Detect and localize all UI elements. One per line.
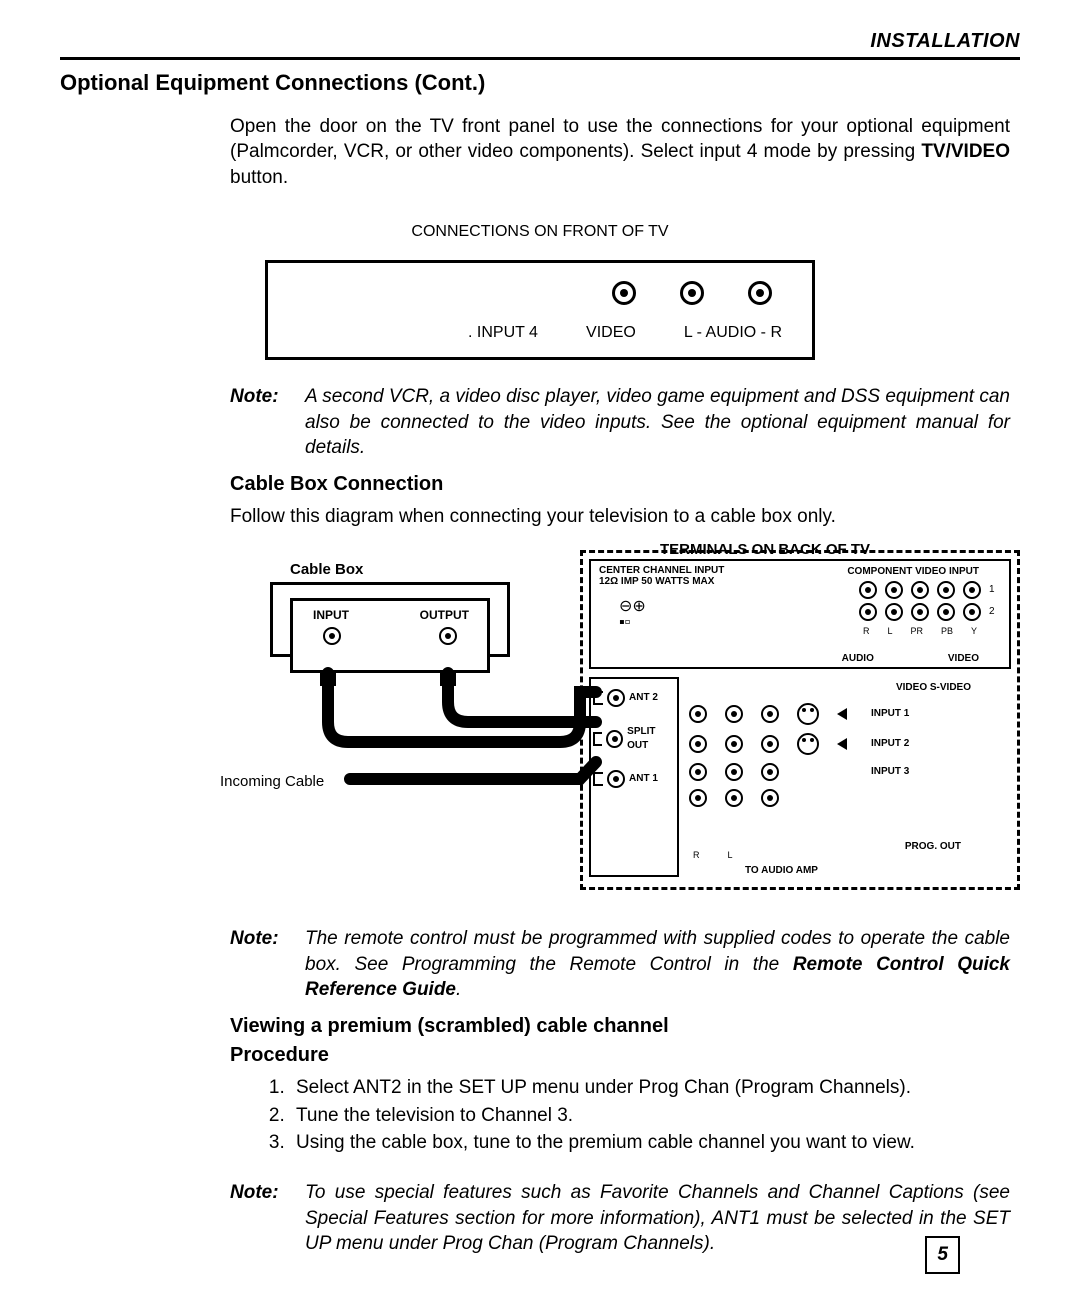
procedure-step: Tune the television to Channel 3.	[290, 1103, 1020, 1129]
jack-audio-l-icon	[680, 281, 704, 305]
svideo-jack-icon	[797, 703, 819, 725]
jack-icon	[689, 789, 707, 807]
jack-icon	[725, 763, 743, 781]
jack-icon	[761, 789, 779, 807]
front-label-audio: L - AUDIO - R	[684, 322, 782, 344]
jack-icon	[963, 603, 981, 621]
note-text: The remote control must be programmed wi…	[305, 926, 1010, 1003]
cablebox-input-label: INPUT	[313, 607, 349, 623]
ant1-jack-icon	[607, 770, 625, 788]
jack-icon	[963, 581, 981, 599]
to-audio-amp-label: TO AUDIO AMP	[745, 864, 818, 878]
jack-icon	[725, 705, 743, 723]
cablebox-heading: Cable Box Connection	[230, 471, 1020, 498]
cablebox-output-jack-icon	[439, 627, 457, 645]
arrow-left-icon	[837, 738, 847, 750]
arrow-left-icon	[837, 708, 847, 720]
prog-out-label: PROG. OUT	[905, 840, 961, 854]
back-panel: CENTER CHANNEL INPUT 12Ω IMP 50 WATTS MA…	[580, 550, 1020, 890]
procedure-step: Select ANT2 in the SET UP menu under Pro…	[290, 1075, 1020, 1101]
jack-icon	[885, 603, 903, 621]
jack-video-icon	[612, 281, 636, 305]
video-label: VIDEO	[948, 652, 979, 666]
input3-label: INPUT 3	[871, 765, 909, 779]
input1-label: INPUT 1	[871, 707, 909, 721]
note-text: A second VCR, a video disc player, video…	[305, 384, 1010, 461]
jack-icon	[761, 705, 779, 723]
jack-audio-r-icon	[748, 281, 772, 305]
jack-icon	[689, 705, 707, 723]
note-1: Note: A second VCR, a video disc player,…	[230, 384, 1010, 461]
note-label: Note:	[230, 926, 285, 1003]
page-number: 5	[925, 1236, 960, 1274]
video-sv-label: VIDEO S-VIDEO	[896, 681, 971, 695]
svideo-jack-icon	[797, 733, 819, 755]
cablebox-label: Cable Box	[290, 560, 363, 580]
front-panel-diagram: . INPUT 4 VIDEO L - AUDIO - R	[60, 260, 1020, 360]
cablebox-follow: Follow this diagram when connecting your…	[230, 504, 1020, 530]
jack-icon	[859, 581, 877, 599]
procedure-list: Select ANT2 in the SET UP menu under Pro…	[290, 1075, 1020, 1156]
cablebox-diagram: Cable Box INPUT OUTPUT Incoming Cable CE…	[230, 542, 1020, 902]
viewing-heading: Viewing a premium (scrambled) cable chan…	[230, 1013, 1020, 1040]
jack-icon	[937, 603, 955, 621]
split-jack-icon	[606, 730, 623, 748]
front-label-video: VIDEO	[586, 322, 636, 344]
component-video-label: COMPONENT VIDEO INPUT	[847, 565, 979, 579]
jack-icon	[761, 735, 779, 753]
jack-icon	[911, 581, 929, 599]
front-caption: CONNECTIONS ON FRONT OF TV	[60, 221, 1020, 243]
cablebox-input-jack-icon	[323, 627, 341, 645]
jack-icon	[725, 789, 743, 807]
jack-icon	[885, 581, 903, 599]
jack-icon	[689, 763, 707, 781]
note-text: To use special features such as Favorite…	[305, 1180, 1010, 1257]
jack-icon	[859, 603, 877, 621]
jack-icon	[911, 603, 929, 621]
intro-paragraph: Open the door on the TV front panel to u…	[230, 114, 1010, 191]
incoming-cable-label: Incoming Cable	[220, 772, 324, 792]
section-title: Optional Equipment Connections (Cont.)	[60, 68, 1020, 98]
procedure-step: Using the cable box, tune to the premium…	[290, 1130, 1020, 1156]
center-channel-label: CENTER CHANNEL INPUT 12Ω IMP 50 WATTS MA…	[599, 565, 724, 587]
procedure-heading: Procedure	[230, 1042, 1020, 1069]
jack-icon	[689, 735, 707, 753]
ant2-jack-icon	[607, 689, 625, 707]
antenna-column: ANT 2 SPLIT OUT ANT 1	[589, 677, 679, 877]
note-2: Note: The remote control must be program…	[230, 926, 1010, 1003]
cablebox-output-label: OUTPUT	[420, 607, 469, 623]
speaker-terminal-icon: ⊖⊕▪▫	[619, 599, 646, 631]
note-3: Note: To use special features such as Fa…	[230, 1180, 1010, 1257]
jack-icon	[725, 735, 743, 753]
jack-icon	[937, 581, 955, 599]
jack-icon	[761, 763, 779, 781]
audio-label: AUDIO	[842, 652, 874, 666]
front-label-input4: . INPUT 4	[468, 322, 538, 344]
note-label: Note:	[230, 384, 285, 461]
header-section: INSTALLATION	[870, 28, 1020, 55]
input2-label: INPUT 2	[871, 737, 909, 751]
page-header: INSTALLATION	[60, 28, 1020, 60]
note-label: Note:	[230, 1180, 285, 1257]
